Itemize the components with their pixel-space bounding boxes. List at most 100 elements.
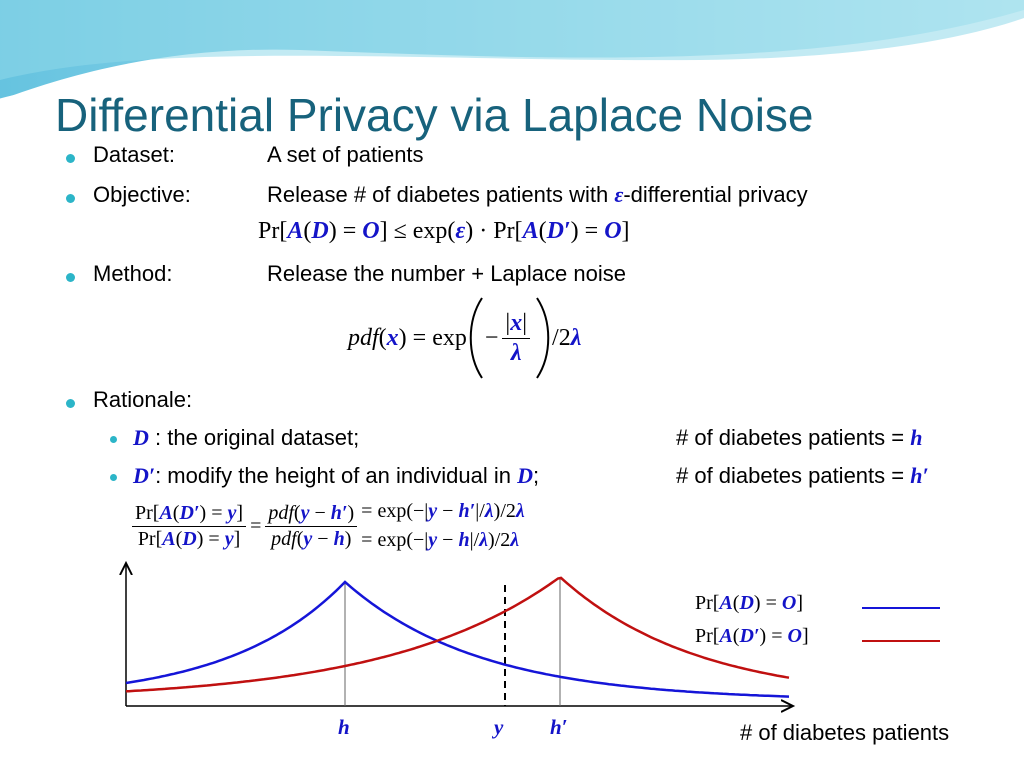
text-run: λ — [515, 500, 525, 522]
text-run: Release # of diabetes patients with — [267, 182, 615, 207]
text-run: ) = — [753, 592, 782, 614]
privacy-formula: Pr[A(D) = O] ≤ exp(ε) · Pr[A(D′) = O] — [258, 218, 630, 245]
text-run: ] ≤ exp( — [379, 218, 456, 244]
text-run: ( — [538, 218, 547, 244]
text-run: O — [362, 218, 380, 244]
text-run: y — [494, 715, 504, 739]
text-run: # of diabetes patients = — [676, 425, 911, 450]
denominator: pdf(y − h) — [268, 527, 354, 551]
text-run: ] — [796, 592, 803, 614]
text-run: y — [428, 529, 438, 551]
density-curve — [125, 576, 790, 693]
text-run: y — [300, 501, 310, 524]
x-axis-label: # of diabetes patients — [740, 720, 949, 746]
exp-line: = exp(−|y − h|/λ)/2λ — [361, 529, 525, 552]
fraction: pdf(y − h′) pdf(y − h) — [265, 501, 358, 551]
text-run: Pr[ — [137, 527, 163, 550]
text-run: ) = exp — [398, 324, 467, 351]
x-marker-label: h′ — [550, 715, 568, 740]
text-run: λ — [510, 529, 520, 551]
exp-lines: = exp(−|y − h′|/λ)/2λ = exp(−|y − h|/λ)/2… — [361, 500, 525, 552]
text-run: y — [224, 527, 234, 550]
text-run: ) = — [196, 527, 225, 550]
text-run: ) = — [759, 625, 788, 647]
sub-bullet-right: # of diabetes patients = h′ — [676, 463, 929, 489]
denominator: λ — [508, 339, 525, 367]
text-run: D′ — [133, 463, 156, 488]
text-run: O — [781, 592, 797, 614]
text-run: Pr[ — [135, 501, 160, 524]
text-run: A — [159, 501, 173, 524]
text-run: ) — [344, 527, 352, 550]
bullet-text: Release # of diabetes patients with ε-di… — [267, 182, 808, 208]
text-run: D′ — [546, 218, 571, 244]
text-run: ( — [732, 592, 740, 614]
text-run: A — [287, 218, 304, 244]
text-run: )/2 — [488, 529, 511, 551]
text-run: /2 — [552, 324, 571, 351]
text-run: λ — [484, 500, 494, 522]
text-run: ( — [172, 501, 180, 524]
x-marker-label: h — [338, 715, 350, 740]
text-run: A — [162, 527, 176, 550]
bullet-text: A set of patients — [267, 142, 424, 168]
text-run: h — [338, 715, 350, 739]
text-run: ) — [347, 501, 355, 524]
text-run: − — [437, 529, 459, 551]
text-run: Pr[ — [258, 218, 288, 244]
text-run: y — [428, 500, 438, 522]
text-run: ε — [614, 182, 624, 207]
denominator: Pr[A(D) = y] — [135, 527, 243, 551]
text-run: D — [182, 527, 197, 550]
text-run: O — [787, 625, 802, 647]
numerator: Pr[A(D′) = y] — [132, 501, 247, 527]
paren — [536, 297, 550, 379]
pdf-minus: − — [485, 325, 499, 352]
text-run: y — [303, 527, 313, 550]
text-run: Pr[ — [695, 592, 720, 614]
text-run: | — [505, 309, 511, 336]
bullet-dot — [66, 194, 75, 203]
text-run: ( — [293, 501, 301, 524]
text: # of diabetes patients — [740, 720, 950, 745]
chart — [0, 555, 940, 768]
sub-bullet-right: # of diabetes patients = h — [676, 425, 922, 451]
text-run: A — [522, 218, 539, 244]
text-run: λ — [570, 324, 582, 351]
text-run: D′ — [739, 625, 760, 647]
text-run: D — [517, 463, 533, 488]
text-run: ] — [236, 501, 244, 524]
text-run: # of diabetes patients = — [676, 463, 911, 488]
pdf-right: /2λ — [552, 325, 581, 352]
exp-line: = exp(−|y − h′|/λ)/2λ — [361, 500, 525, 523]
text-run: D — [311, 218, 329, 244]
text: = — [250, 514, 262, 537]
text-run: x — [510, 309, 523, 336]
paren — [469, 297, 483, 379]
bullet-text: Release the number + Laplace noise — [267, 261, 626, 287]
text-run: ( — [175, 527, 183, 550]
equals: = — [250, 515, 261, 538]
bullet-dot — [66, 273, 75, 282]
text-run: − — [437, 500, 459, 522]
text-run: -differential privacy — [623, 182, 808, 207]
ratio-formula: Pr[A(D′) = y] Pr[A(D) = y] = pdf(y − h′) pdf… — [128, 500, 525, 552]
title: Differential Privacy via Laplace Noise — [55, 89, 814, 141]
text-run: λ — [479, 529, 489, 551]
text-run: ( — [378, 324, 387, 351]
text-run: ) = — [570, 218, 605, 244]
text-run: h — [333, 527, 345, 550]
text-run: pdf — [348, 324, 379, 351]
text-run: ) · Pr[ — [465, 218, 523, 244]
text-run: y — [227, 501, 237, 524]
text-run: | — [522, 309, 528, 336]
sub-bullet-left: D : the original dataset; — [133, 425, 359, 451]
sub-bullet-left: D′: modify the height of an individual i… — [133, 463, 539, 489]
text-run: h′ — [330, 501, 348, 524]
header-decoration — [0, 0, 1024, 102]
text-run: h′ — [910, 463, 929, 488]
sub-bullet-dot — [110, 474, 117, 481]
text-run: Release the number + Laplace noise — [267, 261, 626, 286]
text: − — [484, 324, 499, 351]
